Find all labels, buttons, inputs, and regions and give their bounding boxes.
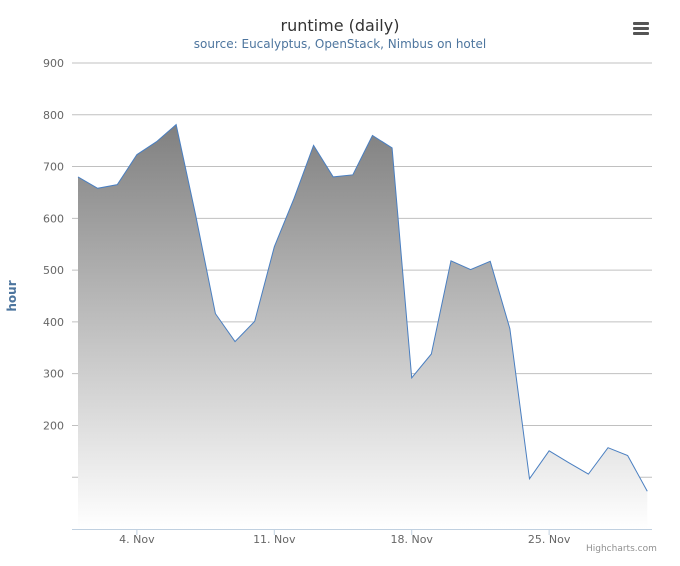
hamburger-menu-icon	[633, 22, 649, 25]
chart-subtitle: source: Eucalyptus, OpenStack, Nimbus on…	[193, 37, 487, 51]
chart-menu-button[interactable]	[628, 18, 654, 40]
series-area	[78, 124, 648, 530]
x-tick-label: 18. Nov	[390, 533, 433, 546]
x-tick-label: 4. Nov	[119, 533, 155, 546]
y-tick-label: 800	[43, 109, 64, 122]
x-tick-label: 25. Nov	[528, 533, 571, 546]
y-tick-label: 700	[43, 161, 64, 174]
chart-title: runtime (daily)	[280, 16, 400, 35]
y-tick-label: 900	[43, 57, 64, 70]
series-line	[77, 123, 648, 492]
x-tick-label: 11. Nov	[253, 533, 296, 546]
hamburger-menu-icon-bar	[633, 32, 649, 35]
y-tick-label: 600	[43, 212, 64, 225]
y-tick-label: 200	[43, 419, 64, 432]
hamburger-menu-icon-bar	[633, 27, 649, 30]
y-tick-label: 500	[43, 264, 64, 277]
y-tick-label: 300	[43, 368, 64, 381]
credits-link[interactable]: Highcharts.com	[586, 544, 657, 554]
y-tick-label: 400	[43, 316, 64, 329]
